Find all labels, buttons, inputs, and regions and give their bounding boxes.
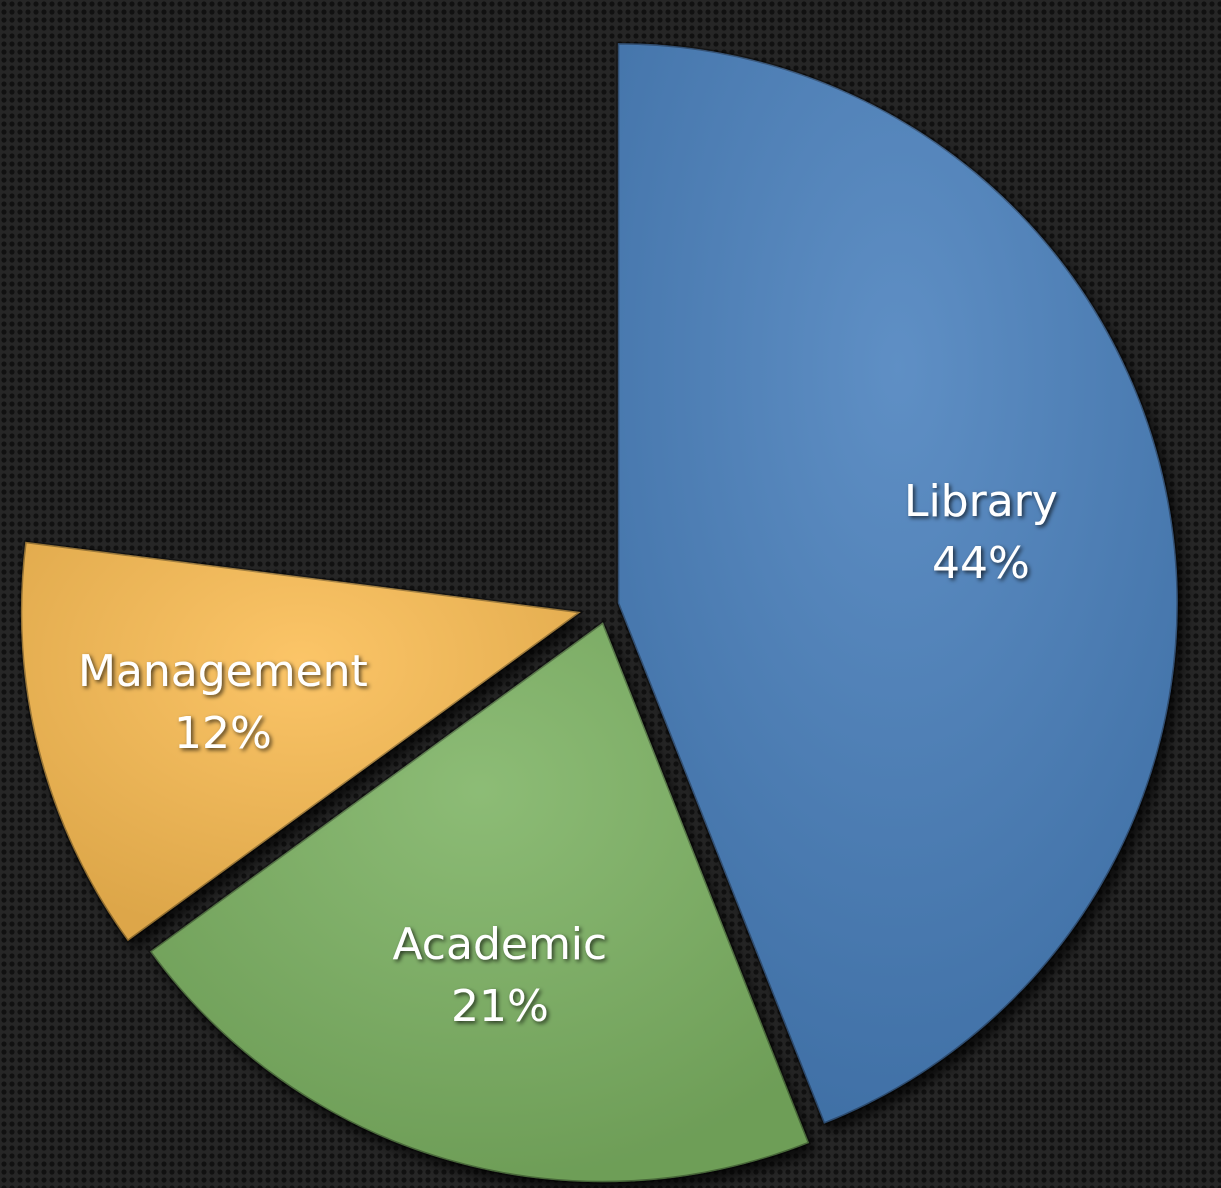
slice-label: Academic	[392, 919, 607, 970]
slice-shine	[617, 43, 1178, 1124]
slice-shine	[20, 541, 581, 942]
slice-label: Library	[904, 476, 1058, 527]
slice-label: Management	[78, 646, 368, 697]
slice-value-label: 21%	[451, 981, 549, 1032]
slice-shine	[149, 622, 810, 1183]
slice-value-label: 12%	[174, 708, 272, 759]
slice-value-label: 44%	[932, 538, 1030, 589]
